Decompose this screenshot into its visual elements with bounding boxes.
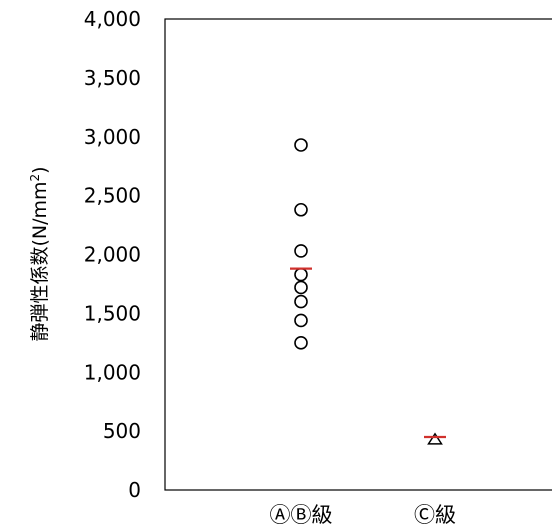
y-axis-label-main: 静弾性係数(N/mm (29, 182, 51, 342)
plot-area-frame (164, 18, 552, 491)
data-point-circle (294, 280, 308, 295)
y-axis-label: 静弾性係数(N/mm2) (28, 166, 51, 341)
y-tick-label: 2,500 (84, 184, 141, 208)
x-tick-label: ⒶⒷ級 (270, 503, 333, 527)
y-axis-label-sup: 2 (28, 174, 42, 182)
data-marks (290, 138, 446, 445)
data-point-circle (294, 138, 308, 152)
data-point-circle (294, 313, 308, 328)
y-tick-label: 500 (103, 419, 141, 443)
y-tick-label: 2,000 (84, 243, 141, 267)
y-tick-label: 4,000 (84, 7, 141, 31)
x-tick-labels: ⒶⒷ級 Ⓒ級 (270, 503, 457, 527)
data-point-circle (294, 244, 308, 258)
y-axis-label-close: ) (29, 166, 51, 173)
y-tick-label: 0 (128, 478, 141, 502)
y-tick-label: 3,500 (84, 66, 141, 90)
y-tick-labels: 4,000 3,500 3,000 2,500 2,000 1,500 1,000 500 0 (84, 7, 141, 502)
y-tick-label: 1,500 (84, 301, 141, 325)
data-point-triangle (427, 432, 443, 445)
y-tick-label: 3,000 (84, 125, 141, 149)
y-tick-label: 1,000 (84, 360, 141, 384)
data-point-circle (294, 202, 308, 217)
data-point-circle (294, 336, 308, 350)
x-tick-label: Ⓒ級 (414, 503, 456, 527)
data-point-circle (294, 294, 308, 309)
data-point-circle (294, 267, 308, 282)
